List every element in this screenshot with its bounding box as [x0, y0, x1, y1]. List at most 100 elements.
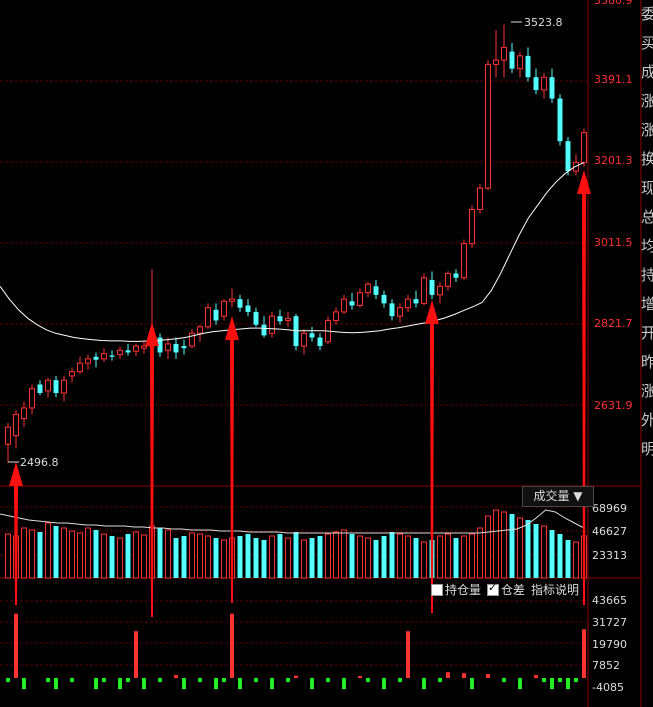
candle-body-up [29, 388, 35, 409]
volume-bar-down [237, 536, 243, 578]
candle-body-down [349, 301, 355, 306]
volume-bar-down [317, 536, 323, 578]
price-axis-label: 3580.9 [594, 0, 633, 7]
volume-bar-up [69, 530, 75, 579]
volume-bar-up [141, 534, 147, 579]
oi-bar-negative [94, 678, 98, 689]
volume-bar-down [533, 524, 539, 578]
candle-body-down [309, 333, 315, 338]
oi-bar-negative [22, 678, 26, 689]
candle-body-up [13, 413, 19, 437]
candle-body-up [101, 353, 107, 360]
oi-bar-negative [222, 678, 226, 682]
candle-body-up [581, 132, 587, 164]
oi-bar-negative [550, 678, 554, 689]
candle-body-up [165, 343, 171, 351]
volume-bar-up [133, 531, 139, 579]
candle-body-up [221, 300, 227, 317]
volume-bar-down [349, 534, 355, 578]
side-panel-label: 昨 [641, 353, 653, 371]
oi-bar-negative [158, 678, 162, 682]
price-axis-label: 2631.9 [594, 399, 633, 412]
candle-body-down [237, 299, 243, 308]
volume-bar-up [221, 539, 227, 579]
side-panel-label: 涨 [641, 382, 653, 400]
oi-bar-negative [118, 678, 122, 689]
volume-bar-down [293, 532, 299, 578]
candle-body-down [373, 286, 379, 295]
oi-bar-negative [54, 678, 58, 689]
candle-body-up [141, 345, 147, 349]
volume-bar-up [437, 535, 443, 579]
candle-body-up [493, 59, 499, 65]
candle-body-down [109, 355, 115, 357]
price-axis: 3580.9 3391.1 3201.3 3011.5 2821.7 2631.9 6896… [592, 0, 633, 694]
candle-body-down [453, 273, 459, 278]
side-panel-label: 外 [641, 411, 653, 429]
volume-axis-label: 46627 [592, 525, 627, 538]
oi-axis-label: 7852 [592, 659, 620, 672]
oi-bar-negative [366, 678, 370, 682]
candle-body-down [565, 141, 571, 172]
oi-bar-negative [70, 678, 74, 682]
oi-bar-negative [566, 678, 570, 689]
volume-bar-up [397, 533, 403, 579]
price-axis-label: 2821.7 [594, 317, 633, 330]
price-candlesticks[interactable] [5, 24, 587, 463]
volume-bar-up [85, 527, 91, 579]
volume-bar-down [125, 534, 131, 578]
oi-bar-positive [582, 629, 586, 678]
volume-bar-down [525, 520, 531, 578]
volume-bar-up [541, 525, 547, 579]
candle-body-down [37, 384, 43, 394]
candle-body-down [317, 337, 323, 347]
candle-body-down [533, 77, 539, 91]
oi-bar-negative [182, 678, 186, 689]
candle-body-up [205, 307, 211, 328]
side-panel-label: 涨 [641, 121, 653, 139]
oi-bar-negative [198, 678, 202, 682]
oi-bar-negative [238, 678, 242, 689]
oi-axis-label: 43665 [592, 594, 627, 607]
oi-bar-negative [438, 678, 442, 682]
candle-body-down [125, 350, 131, 353]
candle-body-down [525, 55, 531, 78]
oi-bar-negative [422, 678, 426, 689]
volume-bar-up [301, 539, 307, 579]
legend-open-interest[interactable]: 持仓量 [431, 581, 481, 598]
oi-bar-negative [270, 678, 274, 689]
candle-body-up [461, 243, 467, 279]
low-price-label: 2496.8 [20, 456, 59, 469]
red-arrow [225, 316, 239, 603]
checkbox-checked-icon[interactable] [487, 581, 500, 596]
oi-bar-positive [358, 676, 362, 678]
candle-body-down [389, 303, 395, 317]
candle-body-up [541, 76, 547, 91]
indicator-help-link[interactable]: 指标说明 [531, 582, 580, 597]
candle-body-down [253, 311, 259, 325]
volume-bar-up [165, 529, 171, 579]
checkbox-icon[interactable] [431, 584, 443, 596]
candle-body-down [53, 380, 59, 394]
volume-bar-up [77, 532, 83, 579]
high-price-label: 3523.8 [524, 16, 563, 29]
candle-body-up [365, 283, 371, 294]
candle-body-down [277, 316, 283, 322]
volume-bar-up [29, 529, 35, 579]
volume-bar-down [213, 538, 219, 578]
candle-body-up [405, 298, 411, 309]
legend-oi-change[interactable]: 仓差 [487, 581, 525, 598]
oi-bar-positive [174, 675, 178, 678]
oi-bar-negative [542, 678, 546, 682]
oi-bar-negative [342, 678, 346, 689]
price-axis-label: 3011.5 [594, 236, 633, 249]
volume-bar-down [413, 538, 419, 578]
oi-bar-negative [214, 678, 218, 689]
volume-indicator-dropdown[interactable]: 成交量 ▼ [522, 486, 594, 507]
candle-body-down [213, 309, 219, 321]
red-arrow [577, 170, 591, 605]
side-panel-label: 总 [641, 208, 653, 226]
candle-body-down [261, 324, 267, 336]
